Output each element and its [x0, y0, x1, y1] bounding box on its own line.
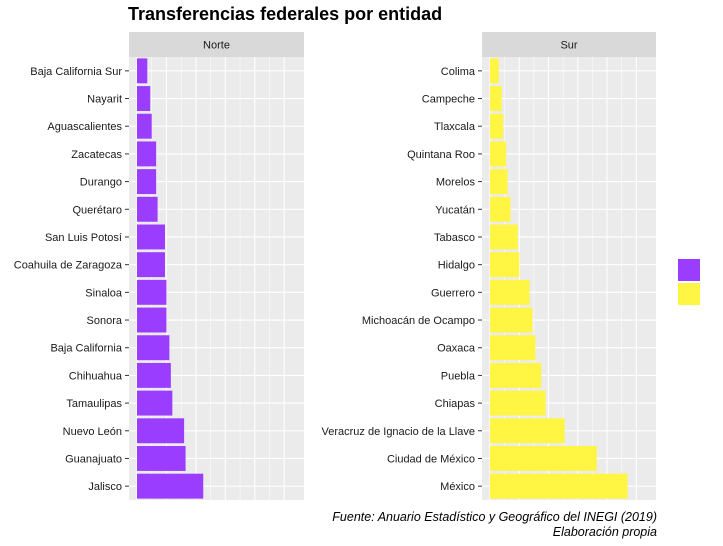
y-tick-label: Michoacán de Ocampo	[362, 315, 475, 327]
y-tick-label: Puebla	[441, 370, 476, 382]
bar	[137, 418, 185, 444]
y-tick-label: Campeche	[422, 94, 475, 106]
bar	[137, 252, 165, 278]
y-tick-label: Yucatán	[435, 204, 475, 216]
bar	[137, 390, 173, 416]
y-tick-label: Baja California	[50, 343, 122, 355]
y-tick-label: Ciudad de México	[387, 453, 475, 465]
bar	[137, 113, 152, 139]
bar	[137, 473, 204, 499]
y-tick-label: Zacatecas	[71, 149, 122, 161]
bar	[137, 224, 165, 250]
y-tick-label: Nuevo León	[63, 426, 122, 438]
bar	[490, 307, 533, 333]
y-tick-label: Tabasco	[434, 232, 475, 244]
caption-source: Fuente: Anuario Estadístico y Geográfico…	[332, 510, 657, 524]
bar	[490, 252, 520, 278]
facet-strip-norte	[129, 32, 304, 57]
bar	[490, 362, 542, 388]
y-tick-label: Tlaxcala	[434, 121, 476, 133]
bar	[137, 196, 158, 222]
facet-strip-sur	[482, 32, 656, 57]
y-tick-label: México	[440, 481, 475, 493]
y-tick-label: Guanajuato	[65, 453, 122, 465]
bar	[490, 113, 504, 139]
bar	[490, 86, 502, 111]
bar	[490, 446, 597, 471]
bar	[490, 169, 508, 195]
y-tick-label: Durango	[80, 177, 122, 189]
y-tick-label: Veracruz de Ignacio de la Llave	[322, 426, 476, 438]
bar	[137, 86, 151, 111]
facet-strip-label-norte: Norte	[203, 40, 230, 52]
y-tick-label: Oaxaca	[437, 343, 476, 355]
bar	[490, 418, 565, 444]
bar	[490, 335, 536, 361]
y-tick-label: Quintana Roo	[407, 149, 475, 161]
y-tick-label: San Luis Potosí	[45, 232, 122, 244]
chart-title: Transferencias federales por entidad	[128, 4, 443, 24]
caption-note: Elaboración propia	[552, 525, 657, 539]
bar	[490, 279, 530, 305]
y-tick-label: Colima	[441, 66, 476, 78]
y-tick-label: Chihuahua	[69, 370, 123, 382]
bar	[490, 141, 507, 167]
bar	[490, 196, 511, 222]
y-tick-label: Hidalgo	[438, 260, 475, 272]
y-tick-label: Guerrero	[431, 287, 475, 299]
bar	[490, 390, 546, 416]
bar	[137, 446, 186, 471]
facet-strip-label-sur: Sur	[560, 40, 577, 52]
bar	[137, 307, 167, 333]
y-tick-label: Tamaulipas	[66, 398, 122, 410]
y-tick-label: Querétaro	[72, 204, 122, 216]
y-tick-label: Baja California Sur	[30, 66, 122, 78]
y-tick-label: Coahuila de Zaragoza	[14, 260, 123, 272]
y-tick-label: Jalisco	[88, 481, 122, 493]
y-tick-label: Chiapas	[435, 398, 476, 410]
chart-caption: Fuente: Anuario Estadístico y Geográfico…	[332, 510, 657, 540]
bar	[137, 362, 171, 388]
bar	[490, 473, 628, 499]
y-tick-label: Sinaloa	[85, 287, 123, 299]
legend-key-norte	[678, 259, 700, 281]
legend-key-sur	[678, 283, 700, 305]
bar	[490, 224, 518, 250]
bar	[137, 335, 170, 361]
bar	[137, 141, 157, 167]
y-tick-label: Sonora	[87, 315, 123, 327]
bar	[490, 58, 499, 84]
y-tick-label: Aguascalientes	[47, 121, 122, 133]
bar	[137, 58, 148, 84]
bar	[137, 279, 167, 305]
y-tick-label: Morelos	[436, 177, 476, 189]
bar	[137, 169, 157, 195]
y-tick-label: Nayarit	[87, 94, 122, 106]
